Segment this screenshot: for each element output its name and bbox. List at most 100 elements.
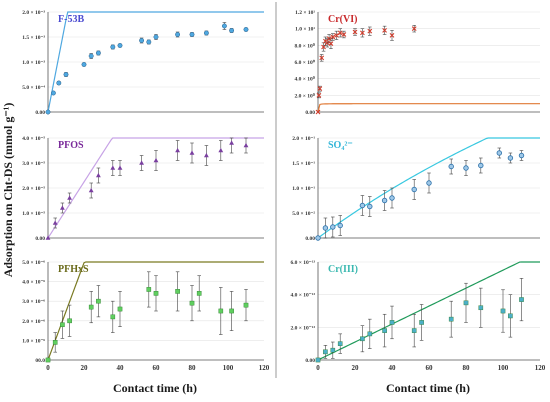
- data-point: [60, 322, 65, 328]
- data-point: [67, 318, 72, 324]
- data-point: [330, 347, 336, 353]
- data-point: [359, 202, 366, 209]
- data-point: [360, 30, 365, 36]
- data-point: [419, 320, 424, 325]
- y-tick-label: 3.0 × 10⁻⁶: [22, 299, 45, 305]
- y-tick-label: 5.0 × 10⁻²: [292, 211, 315, 217]
- data-point: [315, 109, 321, 115]
- data-point: [45, 357, 51, 363]
- data-point: [189, 32, 195, 37]
- data-point: [496, 150, 502, 156]
- data-point: [389, 320, 395, 325]
- panel-title-criii: Cr(III): [328, 264, 358, 275]
- x-tick-label: 120: [259, 364, 270, 372]
- data-point: [507, 155, 514, 161]
- data-point: [117, 306, 123, 312]
- data-point: [229, 28, 235, 33]
- data-point: [110, 314, 116, 320]
- data-point: [139, 160, 144, 165]
- data-point: [389, 195, 395, 201]
- data-point: [56, 80, 62, 86]
- y-tick-label: 0.00: [305, 358, 315, 364]
- data-point: [153, 34, 159, 40]
- y-tick-label: 0.00: [35, 110, 45, 116]
- y-tick-label: 1.0 × 10⁻³: [22, 60, 45, 66]
- data-point: [52, 220, 58, 225]
- data-point: [426, 180, 432, 186]
- data-point: [411, 26, 417, 32]
- y-tick-label: 2.0 × 10⁰: [295, 92, 316, 99]
- data-point: [229, 308, 234, 314]
- data-point: [146, 287, 152, 292]
- y-tick-label: 0.00: [305, 110, 315, 116]
- data-point: [243, 142, 249, 148]
- y-tick-label: 0.00: [305, 236, 315, 242]
- data-point: [316, 92, 322, 98]
- data-point: [315, 235, 321, 241]
- x-tick-label: 40: [117, 364, 125, 372]
- data-point: [324, 40, 330, 46]
- data-point: [175, 289, 180, 294]
- data-point: [508, 313, 513, 319]
- data-point: [153, 157, 159, 163]
- data-point: [337, 222, 343, 229]
- data-point: [341, 32, 347, 37]
- x-tick-label: 40: [389, 364, 397, 372]
- panel-title-pfhxs: PFHxS: [58, 264, 89, 275]
- fit-curve: [317, 137, 540, 239]
- y-tick-label: 1.0 × 10⁻¹: [292, 186, 315, 192]
- fit-curve: [47, 137, 264, 239]
- data-point: [203, 30, 209, 36]
- data-point: [389, 32, 395, 38]
- data-point: [63, 72, 69, 77]
- data-point: [60, 205, 65, 210]
- data-point: [478, 162, 484, 169]
- data-point: [50, 90, 56, 96]
- x-tick-label: 100: [223, 364, 234, 372]
- y-tick-label: 3.0 × 10⁻⁵: [22, 161, 45, 167]
- y-tick-label: 8.0 × 10⁰: [295, 42, 316, 49]
- data-point: [500, 308, 506, 314]
- data-point: [117, 43, 123, 48]
- data-point: [382, 328, 387, 333]
- data-point: [448, 316, 454, 322]
- data-point: [337, 30, 343, 36]
- y-tick-label: 1.2 × 10¹: [295, 10, 315, 16]
- x-tick-label: 0: [46, 364, 50, 372]
- data-point: [360, 336, 365, 342]
- x-tick-label: 60: [153, 364, 161, 372]
- data-point: [153, 291, 159, 296]
- y-tick-label: 1.0 × 10⁻⁶: [22, 338, 45, 344]
- data-point: [323, 349, 328, 355]
- x-tick-label: 20: [352, 364, 360, 372]
- fit-curve: [317, 261, 540, 361]
- x-tick-label: 60: [426, 364, 434, 372]
- y-tick-label: 1.0 × 10¹: [295, 27, 315, 33]
- data-point: [243, 27, 249, 32]
- x-tick-label: 100: [498, 364, 509, 372]
- data-point: [189, 300, 195, 306]
- y-tick-label: 2.0 × 10⁻¹: [292, 136, 315, 142]
- data-point: [448, 163, 454, 170]
- data-point: [45, 235, 51, 240]
- panel-criii: 0.00 2.0 × 10⁻¹³ 4.0 × 10⁻¹³ 6.0 × 10⁻¹³ 0 20…: [291, 260, 546, 372]
- data-point: [146, 39, 152, 45]
- panel-pfhxs: 00.0 1.0 × 10⁻⁶ 2.0 × 10⁻⁶ 3.0 × 10⁻⁶ 4.0 × …: [22, 260, 270, 372]
- data-point: [352, 29, 358, 35]
- panels-group: 0.00 5.0 × 10⁻⁴ 1.0 × 10⁻³ 1.5 × 10⁻³ 2.0 × …: [22, 10, 546, 372]
- data-point: [67, 195, 72, 200]
- data-point: [367, 203, 373, 210]
- data-point: [175, 147, 180, 153]
- data-point: [218, 308, 224, 314]
- x-tick-label: 20: [81, 364, 89, 372]
- y-tick-label: 5.0 × 10⁻⁴: [22, 85, 45, 91]
- data-point: [463, 300, 469, 306]
- y-tick-label: 1.5 × 10⁻¹: [292, 161, 315, 167]
- data-point: [96, 298, 101, 304]
- x-tick-label: 80: [189, 364, 197, 372]
- data-point: [88, 187, 94, 193]
- y-tick-label: 2.0 × 10⁻¹³: [291, 325, 316, 331]
- data-point: [117, 165, 123, 170]
- fit-curve: [47, 11, 264, 113]
- data-point: [88, 53, 94, 59]
